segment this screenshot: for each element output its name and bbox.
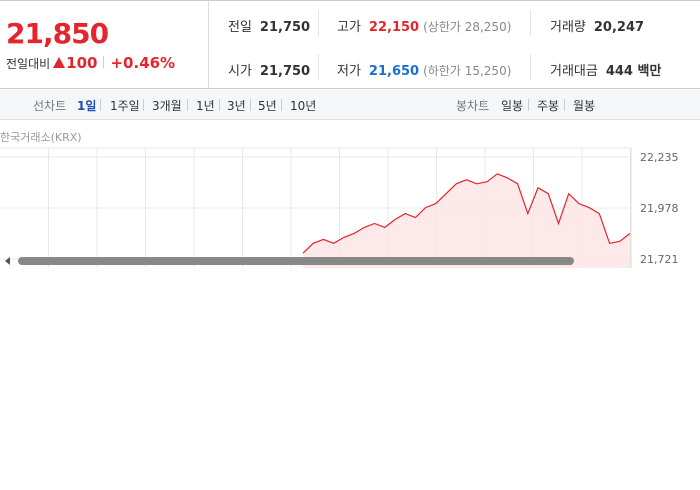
stat-label: 저가 xyxy=(337,64,361,79)
change-rate: +0.46% xyxy=(110,54,176,72)
stat: 고가 22,150 (상한가 28,250) xyxy=(337,16,511,35)
toolbar: 선차트 봉차트 1일 1주일 3개월 1년 3년 5년 10년 일봉 주봉 월봉 xyxy=(0,88,700,120)
tab[interactable]: 3년 xyxy=(227,99,246,113)
stat: 저가 21,650 (하한가 15,250) xyxy=(337,60,511,79)
stat-value: 444 백만 xyxy=(605,64,662,79)
stat-value: 20,247 xyxy=(593,20,645,35)
stat-label: 거래대금 xyxy=(550,64,598,79)
stat-label: 거래량 xyxy=(550,20,586,35)
stat: 시가 21,750 xyxy=(228,60,310,79)
price: 21,850 xyxy=(6,17,109,50)
up-icon xyxy=(53,57,66,68)
price-box: 21,850 전일대비 100 +0.46% xyxy=(0,1,209,88)
tab[interactable]: 10년 xyxy=(290,99,317,113)
stat-value: 21,650 xyxy=(368,64,420,79)
divider xyxy=(250,99,251,111)
stat-label: 시가 xyxy=(228,64,252,79)
divider xyxy=(528,99,529,111)
area xyxy=(303,173,630,268)
change-label: 전일대비 xyxy=(6,57,51,71)
y-tick-label: 21,978 xyxy=(640,202,679,215)
scrollbar[interactable] xyxy=(18,257,574,265)
tab[interactable]: 3개월 xyxy=(152,99,182,113)
divider xyxy=(143,99,144,111)
tab[interactable]: 1주일 xyxy=(110,99,140,113)
tab[interactable]: 주봉 xyxy=(537,99,560,113)
tab[interactable]: 1일 xyxy=(77,99,97,113)
change: 100 xyxy=(66,54,98,72)
tab[interactable]: 5년 xyxy=(258,99,277,113)
stat-label: 고가 xyxy=(337,20,361,35)
stat: 거래량 20,247 xyxy=(550,16,644,35)
divider xyxy=(483,99,484,111)
price-line xyxy=(302,173,631,254)
candle-chart-label: 봉차트 xyxy=(456,99,490,113)
y-tick-label: 22,235 xyxy=(640,151,679,164)
stat-note: (상한가 28,250) xyxy=(423,20,512,34)
stat-value: 21,750 xyxy=(259,20,311,35)
chart: 한국거래소(KRX) 22,235 21,978 21,721 xyxy=(0,131,679,268)
tab[interactable]: 월봉 xyxy=(573,99,596,113)
quote-panel: 21,850 전일대비 100 +0.46% 전일 21,750 고가 22,150 (상… xyxy=(0,0,700,88)
source: 한국거래소(KRX) xyxy=(0,131,82,144)
divider xyxy=(187,99,188,111)
stat-note: (하한가 15,250) xyxy=(423,64,512,78)
divider xyxy=(219,99,220,111)
change-row: 전일대비 100 +0.46% xyxy=(6,54,175,72)
scroll-left[interactable] xyxy=(5,257,10,265)
tab[interactable]: 1년 xyxy=(196,99,215,113)
line-chart-label: 선차트 xyxy=(33,99,67,113)
stat-value: 21,750 xyxy=(259,64,311,79)
y-tick-label: 21,721 xyxy=(640,253,679,266)
stat: 전일 21,750 xyxy=(228,16,310,35)
stat-label: 전일 xyxy=(228,20,252,35)
stat-value: 22,150 xyxy=(368,20,420,35)
stat: 거래대금 444 백만 xyxy=(550,60,661,79)
tab[interactable]: 일봉 xyxy=(501,99,524,113)
divider xyxy=(281,99,282,111)
divider xyxy=(100,99,101,111)
divider xyxy=(564,99,565,111)
